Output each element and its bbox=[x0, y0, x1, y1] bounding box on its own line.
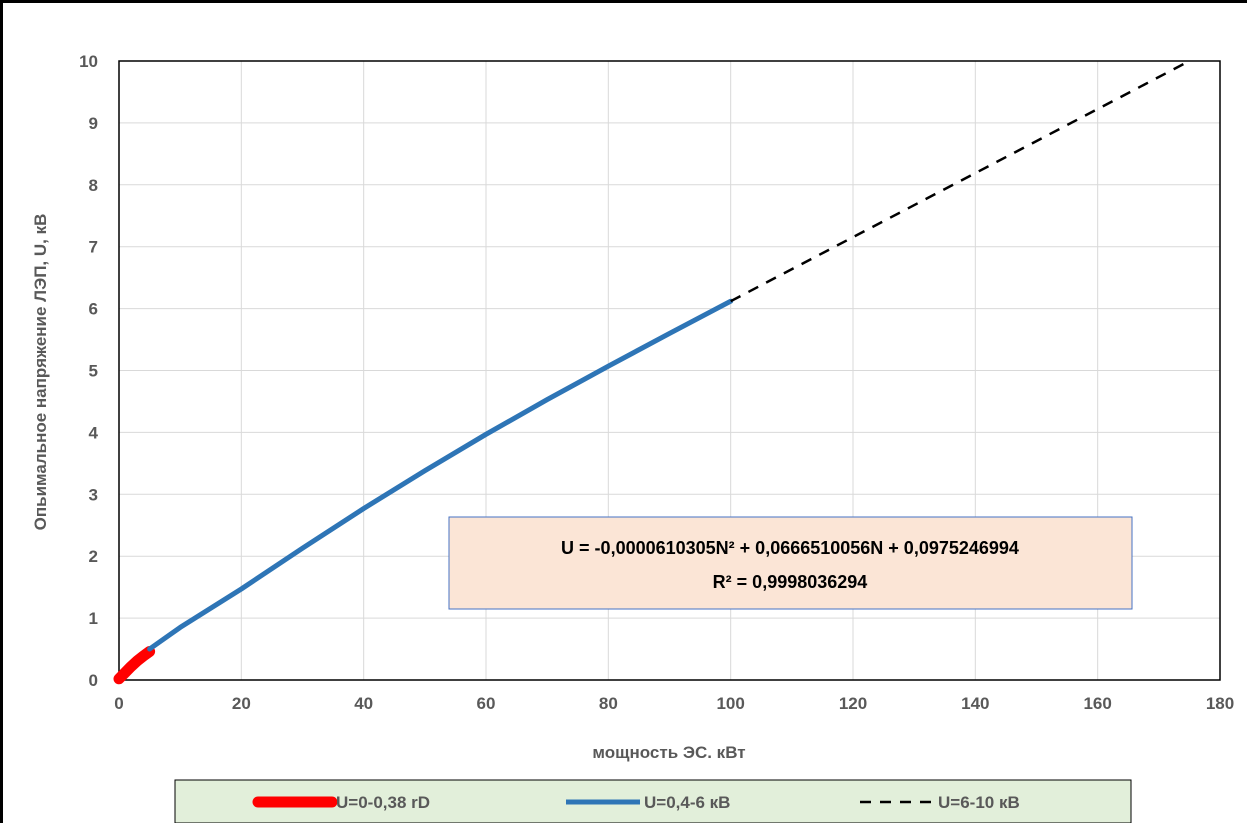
series-lines bbox=[113, 59, 1190, 685]
y-tick-label: 3 bbox=[89, 485, 98, 504]
y-tick-label: 9 bbox=[89, 114, 98, 133]
y-tick-label: 6 bbox=[89, 300, 98, 319]
y-tick-label: 0 bbox=[89, 671, 98, 690]
y-tick-label: 4 bbox=[89, 423, 99, 442]
regression-equation: U = -0,0000610305N² + 0,0666510056N + 0,… bbox=[561, 538, 1019, 558]
legend-label-red-series: U=0-0,38 rD bbox=[336, 793, 430, 812]
x-tick-label: 120 bbox=[839, 694, 867, 713]
x-tick-label: 140 bbox=[961, 694, 989, 713]
x-tick-label: 20 bbox=[232, 694, 251, 713]
legend-label-dashed-series: U=6-10 кВ bbox=[938, 793, 1020, 812]
x-tick-label: 180 bbox=[1206, 694, 1234, 713]
x-tick-label: 60 bbox=[477, 694, 496, 713]
x-tick-label: 40 bbox=[354, 694, 373, 713]
series-line-0 bbox=[113, 646, 156, 685]
tick-labels: 0 20 40 60 80 100 120 140 160 180 0 1 2 3 4 5 6 7 8 9 10 bbox=[79, 52, 1234, 713]
series-line-1 bbox=[147, 298, 734, 652]
series-line-2 bbox=[730, 59, 1190, 303]
y-tick-label: 5 bbox=[89, 362, 98, 381]
y-tick-label: 7 bbox=[89, 238, 98, 257]
legend-label-blue-series: U=0,4-6 кВ bbox=[644, 793, 730, 812]
r-squared-value: R² = 0,9998036294 bbox=[713, 572, 868, 592]
x-tick-label: 160 bbox=[1083, 694, 1111, 713]
x-tick-label: 100 bbox=[716, 694, 744, 713]
legend: U=0-0,38 rD U=0,4-6 кВ U=6-10 кВ bbox=[174, 779, 1132, 823]
equation-box bbox=[448, 516, 1133, 610]
y-axis-title: Опьимальное напряжение ЛЭП, U, кВ bbox=[31, 214, 50, 531]
equation-annotation: U = -0,0000610305N² + 0,0666510056N + 0,… bbox=[448, 516, 1133, 610]
y-tick-label: 8 bbox=[89, 176, 98, 195]
y-tick-label: 1 bbox=[89, 609, 98, 628]
y-tick-label: 2 bbox=[89, 547, 98, 566]
plot-area bbox=[118, 60, 1221, 681]
y-tick-label: 10 bbox=[79, 52, 98, 71]
x-tick-label: 80 bbox=[599, 694, 618, 713]
x-axis-title: мощность ЭС. кВт bbox=[592, 743, 745, 762]
x-tick-label: 0 bbox=[114, 694, 123, 713]
